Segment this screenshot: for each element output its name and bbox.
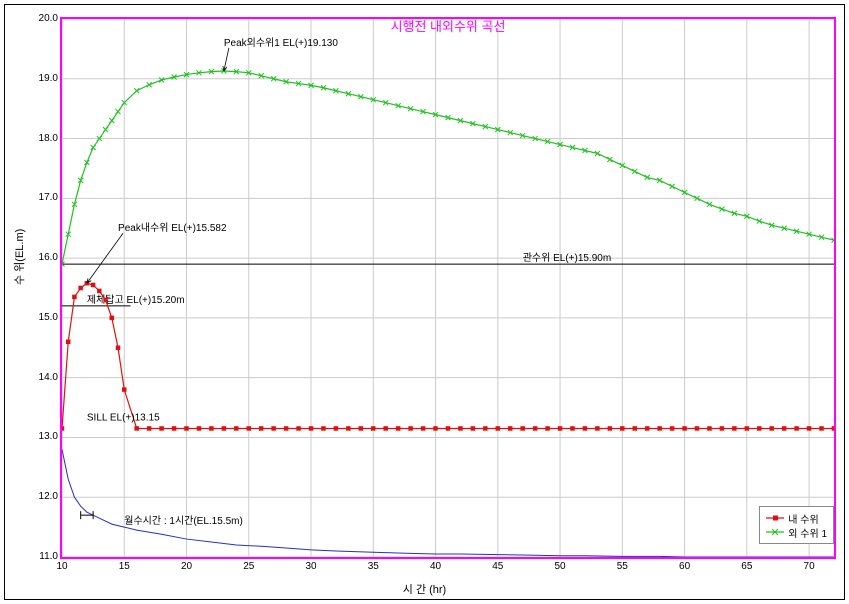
- x-tick-label: 35: [363, 561, 383, 572]
- y-tick-label: 16.0: [30, 252, 58, 263]
- legend-item: 외 수위 1: [766, 525, 827, 539]
- svg-text:제체탑고 EL(+)15.20m: 제체탑고 EL(+)15.20m: [87, 294, 185, 306]
- x-tick-label: 40: [426, 561, 446, 572]
- x-tick-label: 15: [114, 561, 134, 572]
- y-tick-label: 11.0: [30, 551, 58, 562]
- legend-marker-icon: [766, 528, 784, 536]
- x-tick-label: 50: [550, 561, 570, 572]
- legend-label: 내 수위: [788, 511, 818, 526]
- svg-text:월수시간 : 1시간(EL.15.5m): 월수시간 : 1시간(EL.15.5m): [124, 515, 243, 527]
- x-tick-label: 30: [301, 561, 321, 572]
- x-tick-label: 60: [675, 561, 695, 572]
- legend: 내 수위외 수위 1: [759, 506, 834, 544]
- y-tick-label: 14.0: [30, 372, 58, 383]
- svg-text:Peak내수위 EL(+)15.582: Peak내수위 EL(+)15.582: [118, 221, 227, 234]
- x-tick-label: 20: [177, 561, 197, 572]
- x-tick-label: 65: [737, 561, 757, 572]
- y-tick-label: 15.0: [30, 312, 58, 323]
- x-tick-label: 10: [52, 561, 72, 572]
- y-axis-title: 수 위(EL.m): [11, 229, 27, 285]
- y-tick-label: 17.0: [30, 192, 58, 203]
- x-tick-label: 25: [239, 561, 259, 572]
- x-tick-label: 45: [488, 561, 508, 572]
- y-tick-label: 19.0: [30, 73, 58, 84]
- svg-text:Peak외수위1 EL(+)19.130: Peak외수위1 EL(+)19.130: [224, 36, 338, 49]
- outer-frame: 시행전 내외수위 곡선관수위 EL(+)15.90m 제체탑고 EL(+)15.2…: [4, 4, 845, 600]
- x-tick-label: 70: [799, 561, 819, 572]
- legend-marker-icon: [766, 514, 784, 522]
- svg-text:SILL EL(+)13.15: SILL EL(+)13.15: [87, 413, 160, 424]
- y-tick-label: 13.0: [30, 431, 58, 442]
- y-tick-label: 12.0: [30, 491, 58, 502]
- x-axis-title: 시 간 (hr): [403, 581, 446, 597]
- plot-area: 시행전 내외수위 곡선관수위 EL(+)15.90m 제체탑고 EL(+)15.2…: [62, 19, 834, 557]
- legend-item: 내 수위: [766, 511, 827, 525]
- legend-label: 외 수위 1: [788, 525, 827, 540]
- x-tick-label: 55: [612, 561, 632, 572]
- svg-text:관수위 EL(+)15.90m: 관수위 EL(+)15.90m: [523, 251, 611, 264]
- y-tick-label: 18.0: [30, 133, 58, 144]
- svg-text:시행전 내외수위 곡선: 시행전 내외수위 곡선: [391, 19, 506, 34]
- y-tick-label: 20.0: [30, 13, 58, 24]
